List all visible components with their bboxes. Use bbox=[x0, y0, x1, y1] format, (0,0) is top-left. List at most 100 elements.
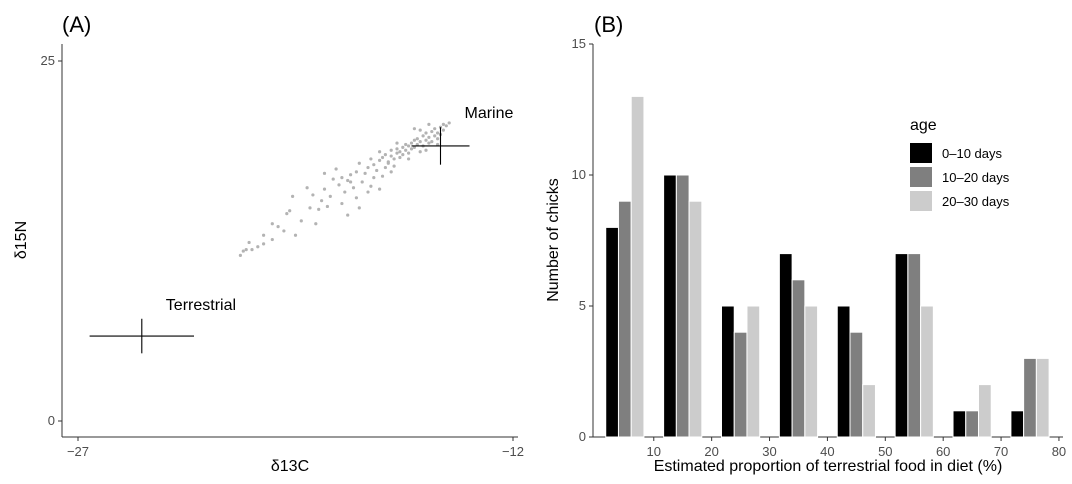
histogram-bar bbox=[791, 279, 806, 438]
panel-b-x-tick-label: 30 bbox=[762, 444, 776, 459]
legend-title: age bbox=[910, 117, 937, 134]
scatter-point bbox=[418, 128, 422, 132]
scatter-point bbox=[392, 157, 396, 161]
panel-b-x-tick-label: 20 bbox=[704, 444, 718, 459]
scatter-point bbox=[285, 212, 289, 216]
scatter-point bbox=[380, 155, 385, 160]
panel-b-x-title: Estimated proportion of terrestrial food… bbox=[654, 458, 1003, 475]
scatter-point bbox=[308, 206, 312, 210]
scatter-point bbox=[398, 155, 402, 160]
panel-b-ticks: 10 20 30 40 50 60 70 80 0 5 10 15 bbox=[572, 36, 1067, 459]
scatter-point bbox=[241, 249, 245, 253]
histogram-bar bbox=[1023, 357, 1037, 438]
scatter-point bbox=[311, 193, 315, 197]
scatter-point bbox=[375, 168, 379, 173]
scatter-point bbox=[409, 141, 414, 145]
histogram-bar bbox=[907, 253, 922, 438]
scatter-point bbox=[389, 170, 393, 174]
legend-entry-label: 0–10 days bbox=[942, 146, 1002, 161]
scatter-point bbox=[337, 183, 341, 187]
scatter-point bbox=[398, 150, 402, 154]
panel-a-ticks: −27 −12 0 25 bbox=[41, 53, 525, 459]
scatter-point bbox=[433, 127, 437, 131]
scatter-point bbox=[372, 176, 376, 180]
panel-b-y-tick-label: 10 bbox=[572, 167, 586, 182]
histogram-bar bbox=[778, 253, 793, 438]
panel-a-y-tick-label: 25 bbox=[41, 53, 55, 68]
scatter-point bbox=[244, 248, 248, 252]
scatter-point bbox=[288, 209, 292, 213]
scatter-point bbox=[415, 142, 419, 147]
scatter-point bbox=[386, 160, 390, 164]
scatter-point bbox=[360, 180, 364, 184]
panel-b-x-tick-label: 40 bbox=[820, 444, 834, 459]
scatter-point bbox=[427, 135, 431, 139]
scatter-point bbox=[322, 171, 327, 175]
scatter-point bbox=[247, 240, 251, 245]
scatter-point bbox=[412, 138, 416, 142]
scatter-point bbox=[349, 173, 353, 177]
scatter-point bbox=[291, 194, 295, 198]
scatter-point bbox=[407, 144, 411, 148]
panel-b-x-tick-label: 10 bbox=[647, 444, 661, 459]
legend: age 0–10 days 10–20 days 20–30 days bbox=[910, 117, 1010, 211]
histogram-bar bbox=[688, 200, 703, 438]
panel-b-bars bbox=[605, 95, 1050, 438]
scatter-point bbox=[407, 157, 411, 161]
scatter-point bbox=[328, 194, 332, 198]
scatter-point bbox=[262, 242, 266, 246]
histogram-bar bbox=[1035, 357, 1050, 438]
scatter-point bbox=[366, 190, 370, 194]
panel-a-x-tick-label: −27 bbox=[67, 444, 89, 459]
scatter-point bbox=[299, 219, 303, 223]
scatter-point bbox=[436, 131, 440, 135]
scatter-point bbox=[444, 124, 448, 128]
histogram-bar bbox=[977, 384, 992, 438]
scatter-point bbox=[340, 176, 344, 180]
scatter-point bbox=[346, 213, 350, 217]
scatter-point bbox=[430, 140, 434, 144]
legend-swatch bbox=[910, 167, 932, 187]
scatter-point bbox=[424, 131, 428, 135]
scatter-point bbox=[369, 157, 373, 161]
histogram-bar bbox=[862, 384, 876, 438]
scatter-point bbox=[427, 141, 431, 145]
legend-entry-label: 20–30 days bbox=[942, 194, 1010, 209]
scatter-point bbox=[349, 180, 353, 184]
histogram-bar bbox=[1010, 410, 1025, 438]
panel-b-x-tick-label: 70 bbox=[994, 444, 1008, 459]
scatter-point bbox=[378, 158, 382, 162]
scatter-point bbox=[421, 134, 425, 138]
scatter-point bbox=[436, 137, 440, 141]
scatter-point bbox=[441, 128, 445, 132]
scatter-point bbox=[305, 186, 309, 190]
scatter-point bbox=[401, 145, 405, 149]
histogram-bar bbox=[733, 331, 748, 438]
histogram-bar bbox=[617, 200, 632, 438]
histogram-bar bbox=[849, 331, 864, 438]
scatter-point bbox=[441, 122, 445, 126]
scatter-point bbox=[357, 161, 361, 165]
histogram-bar bbox=[836, 305, 851, 438]
scatter-point bbox=[418, 140, 422, 144]
legend-swatch bbox=[910, 191, 932, 211]
scatter-point bbox=[354, 170, 358, 174]
scatter-point bbox=[404, 148, 408, 152]
panel-b-y-tick-label: 15 bbox=[572, 36, 586, 51]
scatter-point bbox=[276, 225, 280, 229]
scatter-point bbox=[314, 222, 318, 226]
scatter-point bbox=[395, 151, 399, 155]
scatter-point bbox=[369, 184, 373, 188]
scatter-point bbox=[409, 147, 414, 151]
scatter-point bbox=[407, 151, 411, 155]
scatter-point bbox=[282, 229, 286, 233]
scatter-point bbox=[366, 165, 370, 170]
scatter-point bbox=[238, 253, 242, 257]
scatter-point bbox=[424, 148, 428, 152]
histogram-bar bbox=[630, 95, 645, 438]
legend-swatch bbox=[910, 143, 932, 163]
scatter-point bbox=[325, 204, 329, 209]
scatter-point bbox=[389, 148, 393, 152]
legend-entry-label: 10–20 days bbox=[942, 170, 1010, 185]
scatter-point bbox=[270, 222, 274, 226]
